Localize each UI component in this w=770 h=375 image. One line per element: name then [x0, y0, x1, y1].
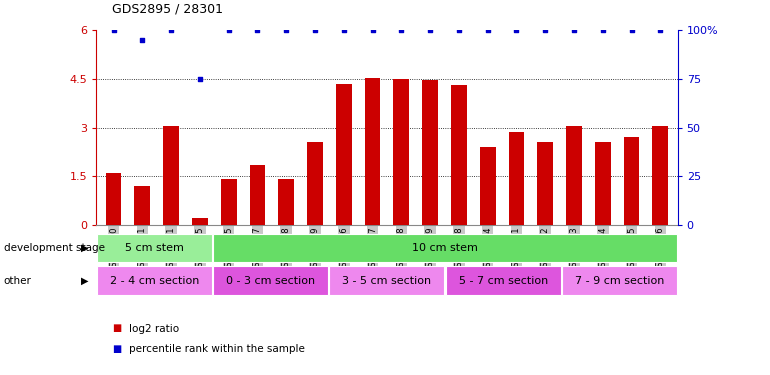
Text: other: other [4, 276, 32, 285]
Text: log2 ratio: log2 ratio [129, 324, 179, 333]
Bar [562, 266, 677, 295]
Text: ■: ■ [112, 344, 121, 354]
Text: GDS2895 / 28301: GDS2895 / 28301 [112, 2, 223, 15]
Bar [97, 266, 212, 295]
Bar [422, 80, 438, 225]
Bar [97, 234, 212, 262]
Point [395, 27, 407, 33]
Text: 3 - 5 cm section: 3 - 5 cm section [343, 276, 431, 285]
Point [367, 27, 379, 33]
Bar [192, 218, 208, 225]
Bar [393, 80, 409, 225]
Bar [508, 132, 524, 225]
Text: 5 - 7 cm section: 5 - 7 cm section [459, 276, 547, 285]
Text: ■: ■ [112, 324, 121, 333]
Point [481, 27, 494, 33]
Text: ▶: ▶ [81, 276, 89, 285]
Point [654, 27, 667, 33]
Bar [624, 137, 639, 225]
Bar [213, 266, 328, 295]
Bar [451, 85, 467, 225]
Point [424, 27, 437, 33]
Bar [249, 165, 266, 225]
Text: 0 - 3 cm section: 0 - 3 cm section [226, 276, 315, 285]
Point [251, 27, 263, 33]
Point [194, 76, 206, 82]
Text: percentile rank within the sample: percentile rank within the sample [129, 344, 304, 354]
Point [136, 37, 149, 43]
Bar [135, 186, 150, 225]
Text: development stage: development stage [4, 243, 105, 253]
Bar [330, 266, 444, 295]
Bar [537, 142, 553, 225]
Text: 5 cm stem: 5 cm stem [125, 243, 184, 253]
Bar [446, 266, 561, 295]
Bar [307, 142, 323, 225]
Bar [336, 84, 352, 225]
Point [625, 27, 638, 33]
Bar [221, 179, 236, 225]
Point [165, 27, 177, 33]
Text: ▶: ▶ [81, 243, 89, 253]
Point [223, 27, 235, 33]
Text: 2 - 4 cm section: 2 - 4 cm section [109, 276, 199, 285]
Point [597, 27, 609, 33]
Point [309, 27, 321, 33]
Text: 10 cm stem: 10 cm stem [412, 243, 478, 253]
Point [337, 27, 350, 33]
Bar [278, 179, 294, 225]
Bar [163, 126, 179, 225]
Point [280, 27, 293, 33]
Bar [652, 126, 668, 225]
Bar [566, 126, 582, 225]
Point [539, 27, 551, 33]
Bar [105, 173, 122, 225]
Point [453, 27, 465, 33]
Point [107, 27, 119, 33]
Bar [480, 147, 496, 225]
Bar [213, 234, 677, 262]
Point [567, 27, 580, 33]
Bar [595, 142, 611, 225]
Point [511, 27, 523, 33]
Text: 7 - 9 cm section: 7 - 9 cm section [574, 276, 665, 285]
Bar [365, 78, 380, 225]
